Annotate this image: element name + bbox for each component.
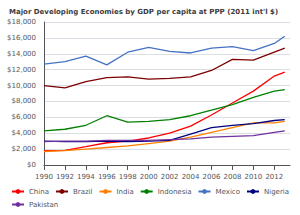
svg-text:2002: 2002: [161, 173, 179, 181]
svg-text:2010: 2010: [244, 173, 262, 181]
svg-text:Indonesia: Indonesia: [158, 188, 192, 196]
svg-text:$12,000: $12,000: [7, 66, 36, 74]
svg-text:China: China: [29, 188, 49, 196]
svg-text:$2,000: $2,000: [12, 145, 37, 153]
svg-text:$16,000: $16,000: [7, 34, 36, 42]
svg-text:$10,000: $10,000: [7, 82, 36, 90]
svg-text:Major Developing Economies by: Major Developing Economies by GDP per ca…: [9, 8, 278, 16]
svg-text:2012: 2012: [265, 173, 283, 181]
svg-text:2008: 2008: [224, 173, 242, 181]
svg-text:$18,000: $18,000: [7, 18, 36, 26]
svg-text:1990: 1990: [35, 173, 53, 181]
svg-text:2004: 2004: [182, 173, 200, 181]
svg-text:$8,000: $8,000: [12, 97, 37, 105]
svg-text:1994: 1994: [77, 173, 95, 181]
svg-text:1992: 1992: [56, 173, 74, 181]
svg-text:1998: 1998: [119, 173, 137, 181]
svg-text:$6,000: $6,000: [12, 113, 37, 121]
svg-text:Mexico: Mexico: [216, 188, 240, 196]
svg-text:2006: 2006: [203, 173, 221, 181]
svg-text:$14,000: $14,000: [7, 50, 36, 58]
svg-text:Nigeria: Nigeria: [264, 188, 289, 196]
svg-text:$0: $0: [27, 161, 36, 169]
svg-text:Brazil: Brazil: [73, 188, 93, 196]
svg-text:$4,000: $4,000: [12, 129, 37, 137]
svg-text:1996: 1996: [98, 173, 116, 181]
svg-text:Pakistan: Pakistan: [29, 201, 58, 209]
svg-text:2000: 2000: [140, 173, 158, 181]
svg-text:India: India: [117, 188, 134, 196]
